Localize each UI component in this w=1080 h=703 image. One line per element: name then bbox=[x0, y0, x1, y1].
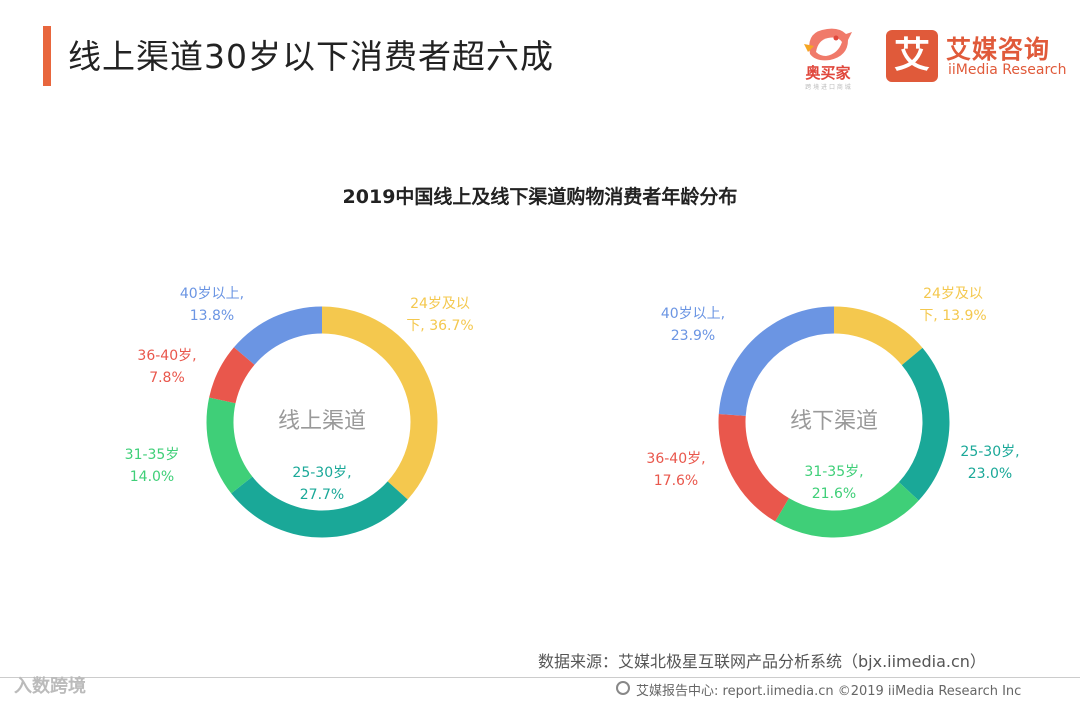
page-title: 线上渠道30岁以下消费者超六成 bbox=[68, 37, 554, 76]
online-label-36-40: 36-40岁, 7.8% bbox=[137, 348, 196, 386]
offline-label-25-30: 25-30岁, 23.0% bbox=[960, 444, 1019, 482]
brand-logo-cn: 艾媒咨询 bbox=[946, 35, 1051, 64]
globe-icon bbox=[616, 681, 630, 695]
online-label-25-30: 25-30岁, 27.7% bbox=[292, 465, 351, 503]
online-slice-over40 bbox=[233, 306, 322, 365]
offline-slice-31-35 bbox=[775, 482, 919, 538]
title-accent-bar bbox=[43, 26, 51, 86]
partner-logo-text: 奥买家 bbox=[805, 64, 851, 82]
online-slice-31-35 bbox=[206, 397, 253, 494]
partner-logo: 奥买家 跨 境 进 口 商 城 bbox=[796, 22, 860, 96]
offline-label-over40: 40岁以上, 23.9% bbox=[661, 306, 725, 344]
offline-slice-over40 bbox=[718, 306, 834, 416]
online-slice-36-40 bbox=[209, 347, 255, 404]
offline-slice-36-40 bbox=[718, 414, 789, 522]
offline-label-under24: 24岁及以下, 13.9% bbox=[919, 286, 986, 324]
brand-logo-mark: 艾 bbox=[886, 30, 938, 82]
brand-logo-en: iiMedia Research bbox=[948, 62, 1067, 78]
online-center-label: 线上渠道 bbox=[278, 409, 366, 434]
offline-label-36-40: 36-40岁, 17.6% bbox=[646, 451, 705, 489]
offline-label-31-35: 31-35岁, 21.6% bbox=[804, 464, 863, 502]
online-label-under24: 24岁及以下, 36.7% bbox=[406, 296, 473, 334]
watermark: 入数跨境 bbox=[14, 676, 86, 697]
footer-text: 艾媒报告中心: report.iimedia.cn ©2019 iiMedia … bbox=[636, 684, 1022, 699]
offline-slice-25-30 bbox=[898, 347, 950, 501]
offline-center-label: 线下渠道 bbox=[790, 409, 878, 434]
chart-title: 2019中国线上及线下渠道购物消费者年龄分布 bbox=[342, 186, 738, 208]
partner-bird-icon bbox=[804, 28, 852, 61]
online-label-over40: 40岁以上, 13.8% bbox=[180, 286, 244, 324]
online-label-31-35: 31-35岁 14.0% bbox=[125, 447, 180, 485]
footer-divider bbox=[0, 677, 1080, 678]
online-slice-25-30 bbox=[231, 476, 408, 538]
offline-slice-under24 bbox=[834, 306, 923, 366]
data-source: 数据来源：艾媒北极星互联网产品分析系统（bjx.iimedia.cn） bbox=[538, 652, 986, 671]
online-slice-under24 bbox=[322, 306, 438, 500]
partner-logo-subtext: 跨 境 进 口 商 城 bbox=[805, 84, 851, 91]
